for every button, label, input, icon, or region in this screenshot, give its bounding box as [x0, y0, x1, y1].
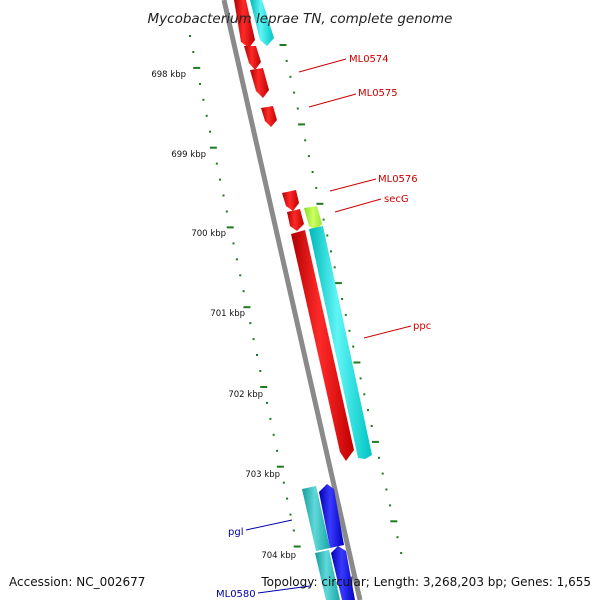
map-title: Mycobacterium leprae TN, complete genome [148, 11, 453, 27]
scale-label-702: 702 kbp [228, 390, 263, 400]
accession-text: Accession: NC_002677 [9, 575, 145, 589]
genome-backbone [221, 0, 363, 600]
scale-label-698: 698 kbp [151, 70, 186, 80]
scale-label-700: 700 kbp [191, 229, 226, 239]
scale-dots-left [189, 35, 301, 548]
gene-label-ppc[interactable]: ppc [413, 321, 431, 332]
scale-label-704: 704 kbp [261, 551, 296, 561]
gene-features [234, 0, 372, 600]
gene-pgl-feature[interactable] [302, 486, 330, 551]
gene-ppc-cds-feature[interactable] [309, 226, 372, 459]
gene-label-pgl[interactable]: pgl [228, 527, 243, 538]
gene-label-ML0574[interactable]: ML0574 [349, 54, 389, 65]
gene-ML0575b-feature[interactable] [261, 106, 277, 127]
gene-ML0580b-feature[interactable] [331, 546, 355, 600]
gene-ML0573b-feature[interactable] [250, 0, 274, 46]
gene-secG-feature[interactable] [304, 206, 322, 230]
topology-text: Topology: circular; Length: 3,268,203 bp… [260, 575, 591, 589]
gene-label-ML0580[interactable]: ML0580 [216, 589, 256, 600]
gene-ML0574-feature[interactable] [244, 46, 261, 70]
gene-label-ML0576[interactable]: ML0576 [378, 174, 418, 185]
gene-label-ML0575[interactable]: ML0575 [358, 88, 398, 99]
scale-label-701: 701 kbp [210, 309, 245, 319]
scale-dots-right [279, 44, 403, 554]
gene-label-secG[interactable]: secG [384, 194, 409, 205]
gene-ML0580-feature[interactable] [315, 550, 340, 600]
scale-label-703: 703 kbp [245, 470, 280, 480]
scale-label-699: 699 kbp [171, 150, 206, 160]
gene-ML0576b-feature[interactable] [287, 209, 304, 231]
scale-labels: 698 kbp 699 kbp 700 kbp 701 kbp 702 kbp … [151, 70, 296, 561]
gene-ML0573-feature[interactable] [234, 0, 255, 48]
gene-ppc-feature[interactable] [291, 230, 354, 461]
gene-label-leaders [245, 58, 412, 594]
gene-pgl-b-feature[interactable] [319, 484, 344, 548]
gene-ML0575-feature[interactable] [250, 68, 269, 98]
gene-ML0576-feature[interactable] [282, 190, 299, 211]
gene-labels: ML0574 ML0575 ML0576 secG ppc pgl ML0580 [216, 54, 431, 600]
